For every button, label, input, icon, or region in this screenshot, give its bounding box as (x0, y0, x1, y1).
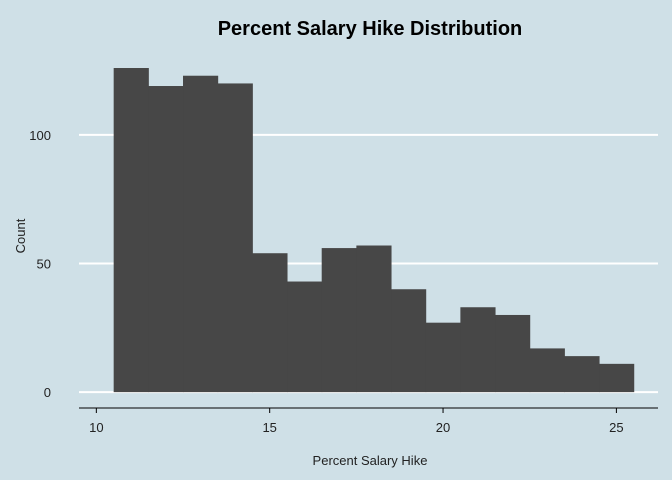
y-axis-title: Count (13, 218, 28, 253)
bar-8 (391, 289, 427, 393)
x-axis-title: Percent Salary Hike (313, 453, 428, 468)
bar-2 (183, 75, 219, 393)
x-tick-label-10: 10 (89, 420, 103, 435)
bar-14 (599, 363, 635, 393)
y-tick-label-50: 50 (37, 257, 51, 272)
bar-13 (564, 356, 600, 393)
x-axis-ticks: 10 15 20 25 (89, 408, 624, 435)
y-tick-label-0: 0 (44, 385, 51, 400)
bar-10 (460, 307, 496, 393)
bar-11 (495, 314, 531, 393)
bar-12 (529, 348, 565, 393)
histogram-bars (113, 68, 635, 393)
x-tick-label-20: 20 (436, 420, 450, 435)
bar-5 (287, 281, 323, 393)
bar-0 (113, 68, 149, 393)
bar-1 (148, 86, 184, 393)
chart-title: Percent Salary Hike Distribution (218, 18, 523, 40)
bar-3 (217, 83, 253, 393)
x-tick-label-25: 25 (609, 420, 623, 435)
x-tick-label-15: 15 (262, 420, 276, 435)
bar-4 (252, 253, 288, 393)
bar-9 (425, 322, 461, 393)
y-axis-ticks: 0 50 100 (29, 128, 51, 400)
y-tick-label-100: 100 (29, 128, 51, 143)
bar-7 (356, 245, 392, 393)
bar-6 (321, 248, 357, 393)
